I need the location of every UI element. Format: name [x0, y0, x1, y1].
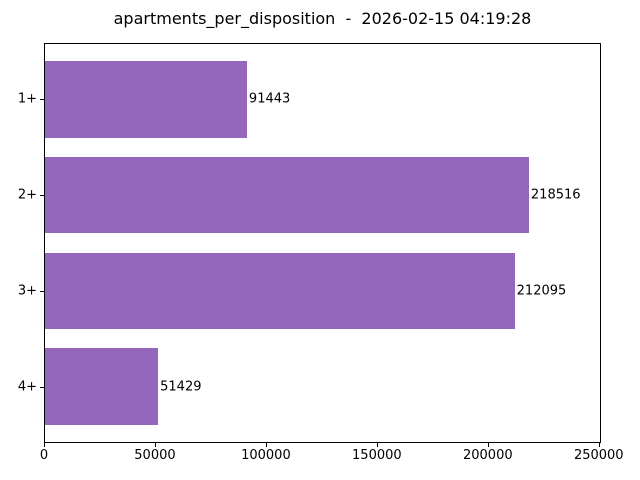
y-tick-label: 1+ — [17, 91, 37, 107]
bar-3+ — [44, 252, 515, 330]
x-tick-label: 0 — [39, 448, 49, 463]
y-tick-label: 3+ — [17, 283, 37, 299]
x-axis-tick — [265, 443, 267, 447]
bar-value-label: 218516 — [530, 187, 581, 203]
bar-value-label: 212095 — [516, 283, 567, 299]
x-tick-label: 100000 — [241, 448, 291, 463]
plot-area: 91443 218516 212095 51429 — [44, 43, 601, 443]
x-tick-label: 150000 — [352, 448, 402, 463]
y-axis-tick — [40, 195, 44, 197]
bar-value-label: 51429 — [160, 379, 202, 395]
x-tick-label: 250000 — [573, 448, 624, 463]
y-axis-tick — [40, 290, 44, 292]
x-axis-tick — [376, 443, 378, 447]
x-axis-tick — [44, 443, 45, 447]
y-tick-label: 2+ — [17, 187, 37, 203]
bar-2+ — [44, 156, 529, 234]
x-axis-tick — [598, 443, 600, 447]
bar-value-label: 91443 — [248, 91, 291, 107]
y-axis-tick — [40, 99, 44, 101]
x-tick-label: 50000 — [134, 448, 176, 463]
x-axis-tick — [487, 443, 489, 447]
x-tick-label: 200000 — [462, 448, 513, 463]
bar-1+ — [44, 61, 247, 138]
bar-4+ — [44, 348, 159, 425]
chart-title: apartments_per_disposition - 2026-02-15 … — [113, 9, 532, 28]
y-axis-tick — [40, 386, 44, 388]
x-axis-tick — [154, 443, 156, 447]
y-tick-label: 4+ — [17, 379, 37, 395]
